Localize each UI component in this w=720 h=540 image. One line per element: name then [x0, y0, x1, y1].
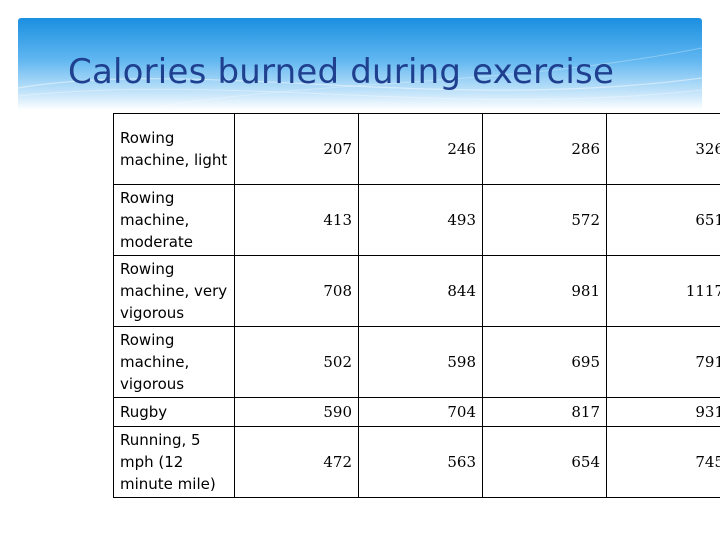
- value-cell: 1117: [606, 255, 720, 327]
- value-cell: 817: [482, 397, 607, 427]
- table-row: Rugby 590 704 817 931: [113, 397, 720, 427]
- value-cell: 695: [482, 326, 607, 398]
- value-cell: 207: [234, 113, 359, 185]
- value-cell: 572: [482, 184, 607, 256]
- calories-table: Rowing machine, light 207 246 286 326 Ro…: [113, 113, 720, 498]
- value-cell: 598: [358, 326, 483, 398]
- value-cell: 654: [482, 426, 607, 498]
- value-cell: 590: [234, 397, 359, 427]
- value-cell: 413: [234, 184, 359, 256]
- table-row: Rowing machine, moderate 413 493 572 651: [113, 184, 720, 256]
- activity-cell: Rowing machine, vigorous: [113, 326, 235, 398]
- slide-title: Calories burned during exercise: [68, 52, 615, 92]
- title-banner: [18, 18, 702, 110]
- table-row: Rowing machine, vigorous 502 598 695 791: [113, 326, 720, 398]
- table-row: Running, 5 mph (12 minute mile) 472 563 …: [113, 426, 720, 498]
- value-cell: 286: [482, 113, 607, 185]
- value-cell: 791: [606, 326, 720, 398]
- value-cell: 493: [358, 184, 483, 256]
- activity-cell: Rowing machine, light: [113, 113, 235, 185]
- value-cell: 931: [606, 397, 720, 427]
- value-cell: 246: [358, 113, 483, 185]
- table-row: Rowing machine, light 207 246 286 326: [113, 113, 720, 185]
- value-cell: 708: [234, 255, 359, 327]
- value-cell: 981: [482, 255, 607, 327]
- value-cell: 502: [234, 326, 359, 398]
- value-cell: 651: [606, 184, 720, 256]
- activity-cell: Running, 5 mph (12 minute mile): [113, 426, 235, 498]
- value-cell: 472: [234, 426, 359, 498]
- activity-cell: Rugby: [113, 397, 235, 427]
- banner-swoosh-decoration: [18, 47, 702, 110]
- activity-cell: Rowing machine, very vigorous: [113, 255, 235, 327]
- value-cell: 745: [606, 426, 720, 498]
- value-cell: 326: [606, 113, 720, 185]
- value-cell: 563: [358, 426, 483, 498]
- value-cell: 844: [358, 255, 483, 327]
- activity-cell: Rowing machine, moderate: [113, 184, 235, 256]
- value-cell: 704: [358, 397, 483, 427]
- table-row: Rowing machine, very vigorous 708 844 98…: [113, 255, 720, 327]
